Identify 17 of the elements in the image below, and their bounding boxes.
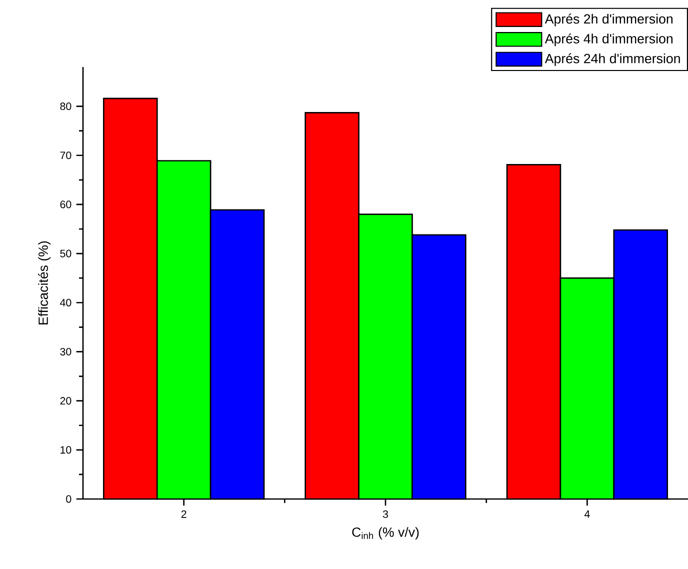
y-tick-label: 0: [66, 495, 72, 503]
y-tick-label: 30: [60, 348, 72, 356]
legend-label: Aprés 2h d'immersion: [544, 14, 672, 26]
y-tick-label: 70: [60, 152, 72, 160]
x-tick-label: 3: [382, 510, 388, 518]
y-tick-label: 60: [60, 200, 72, 208]
legend-label: Aprés 24h d'immersion: [544, 53, 680, 66]
y-tick-label: 10: [60, 446, 72, 454]
x-tick-label: 4: [584, 510, 590, 518]
y-tick-label: 20: [60, 397, 72, 405]
y-tick-label: 50: [60, 250, 72, 258]
y-tick-label: 40: [60, 298, 72, 306]
x-axis-title: C$_{inh}$ (% v/v): [352, 527, 419, 540]
y-axis-title: Efficacités (%): [38, 241, 51, 324]
x-tick-label: 2: [181, 510, 186, 518]
legend-label: Aprés 4h d'immersion: [544, 33, 672, 46]
y-tick-label: 80: [60, 102, 72, 110]
